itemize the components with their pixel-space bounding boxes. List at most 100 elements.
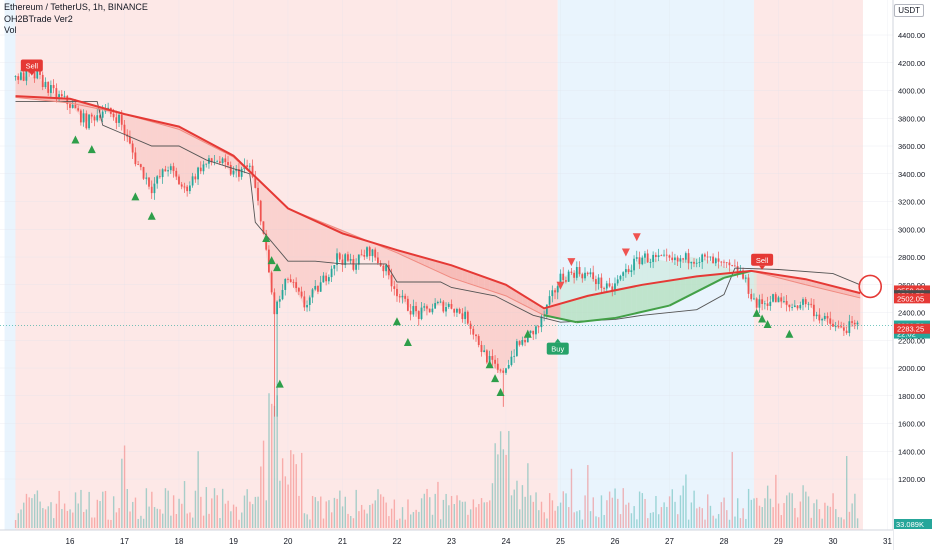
volume-bar: [467, 514, 469, 528]
volume-bar: [652, 512, 654, 528]
candle-body: [510, 356, 513, 365]
candle-body: [232, 170, 235, 175]
currency-button[interactable]: USDT: [894, 4, 924, 17]
price-ma-fill: [713, 262, 719, 284]
candle-body: [581, 274, 584, 279]
volume-bar: [227, 500, 229, 528]
symbol-title[interactable]: Ethereum / TetherUS, 1h, BINANCE: [4, 2, 148, 12]
candle-body: [529, 330, 532, 333]
price-axis[interactable]: 1200.00 1400.00 1600.00 1800.00 2000.00 2200.…: [892, 0, 932, 550]
volume-bar: [96, 499, 99, 528]
candle-body: [224, 158, 227, 163]
candle-body: [311, 289, 314, 298]
volume-bar: [546, 518, 548, 528]
volume-bar: [178, 498, 180, 528]
price-ma-fill: [282, 203, 288, 292]
volume-bar: [478, 504, 480, 528]
x-tick-label: 17: [120, 537, 129, 546]
volume-bar: [742, 508, 744, 528]
candle-body: [55, 88, 58, 98]
volume-bar: [636, 519, 638, 528]
candle-body: [50, 85, 52, 93]
candle-body: [199, 167, 202, 172]
up-triangle: [785, 329, 794, 338]
price-ma-fill: [37, 76, 43, 101]
price-ma-fill: [20, 76, 27, 99]
volume-bar: [772, 507, 774, 528]
indicator-label[interactable]: OH2BTrade Ver2: [4, 14, 73, 24]
volume-bar: [521, 485, 524, 528]
candle-body: [93, 116, 96, 121]
candle-body: [366, 247, 368, 257]
volume-bar: [241, 512, 243, 528]
up-triangle: [752, 308, 761, 317]
price-ma-fill: [593, 277, 599, 321]
price-ma-fill: [320, 221, 327, 285]
volume-bar: [385, 502, 387, 528]
price-ma-fill: [625, 266, 632, 316]
candle-body: [614, 283, 616, 291]
candle-body: [82, 113, 85, 123]
up-triangle: [392, 317, 401, 326]
volume-bar: [671, 489, 673, 528]
price-ma-fill: [805, 284, 812, 308]
volume-bar: [104, 490, 107, 528]
ribbon-segment: [467, 271, 474, 286]
x-tick-label: 20: [284, 537, 293, 546]
volume-bar: [813, 503, 815, 528]
volume-bar: [102, 491, 104, 528]
x-tick-label: 29: [774, 537, 783, 546]
candle-body: [319, 282, 322, 292]
volume-bar: [856, 518, 859, 528]
price-ma-fill: [337, 228, 343, 260]
volume-bar: [456, 495, 458, 528]
price-ma-fill: [178, 129, 185, 191]
candle-body: [853, 322, 856, 325]
price-ma-fill: [206, 143, 212, 165]
volume-bar: [211, 498, 213, 528]
volume-bar: [761, 507, 763, 528]
price-ma-fill: [707, 259, 714, 287]
fast-ma-segment: [396, 252, 452, 279]
volume-bar: [31, 498, 33, 528]
price-ma-fill: [391, 250, 397, 292]
candle-body: [327, 277, 330, 282]
candle-body: [731, 265, 734, 266]
candle-body: [297, 288, 300, 292]
price-ma-fill: [587, 275, 594, 322]
price-ma-fill: [696, 257, 703, 292]
candle-body: [567, 271, 570, 282]
volume-bar: [194, 490, 197, 528]
volume-indicator-label[interactable]: Vol: [4, 25, 17, 35]
volume-bar: [584, 495, 586, 528]
up-triangle: [496, 387, 505, 396]
time-axis[interactable]: 16 17 18 19 20 21 22 23 24 25 26 27 28 29 30 31: [0, 529, 893, 550]
candle-body: [221, 158, 224, 164]
candle-body: [210, 158, 213, 163]
candle-body: [197, 167, 199, 180]
candle-body: [257, 187, 259, 201]
candle-body: [25, 71, 28, 81]
price-ma-fill: [446, 275, 452, 306]
candle-body: [717, 258, 720, 262]
price-ma-fill: [347, 232, 354, 264]
candle-body: [218, 161, 221, 164]
volume-bar: [28, 497, 30, 528]
price-ma-fill: [407, 257, 414, 311]
y-tick-label: 4000.00: [898, 87, 925, 96]
price-ma-fill: [691, 257, 697, 295]
y-tick-label: 2400.00: [898, 309, 925, 318]
candle-body: [513, 355, 516, 357]
price-ma-fill: [440, 272, 447, 306]
ribbon-segment: [489, 278, 496, 293]
price-ma-fill: [353, 235, 359, 264]
candle-body: [611, 286, 614, 291]
volume-bar: [565, 493, 567, 528]
price-ma-fill: [331, 226, 338, 267]
volume-bar: [786, 495, 788, 528]
candle-body: [428, 308, 431, 313]
candle-body: [314, 286, 317, 290]
volume-bar: [657, 514, 660, 528]
volume-bar: [132, 501, 134, 528]
price-ma-fill: [271, 193, 278, 306]
